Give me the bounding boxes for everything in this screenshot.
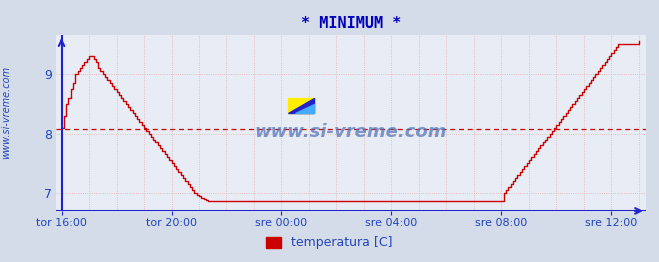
Text: www.si-vreme.com: www.si-vreme.com: [1, 66, 12, 159]
Polygon shape: [287, 99, 314, 113]
Title: * MINIMUM *: * MINIMUM *: [301, 17, 401, 31]
Bar: [287, 99, 314, 113]
Polygon shape: [295, 104, 314, 113]
Text: www.si-vreme.com: www.si-vreme.com: [254, 123, 447, 141]
Legend: temperatura [C]: temperatura [C]: [261, 231, 398, 254]
